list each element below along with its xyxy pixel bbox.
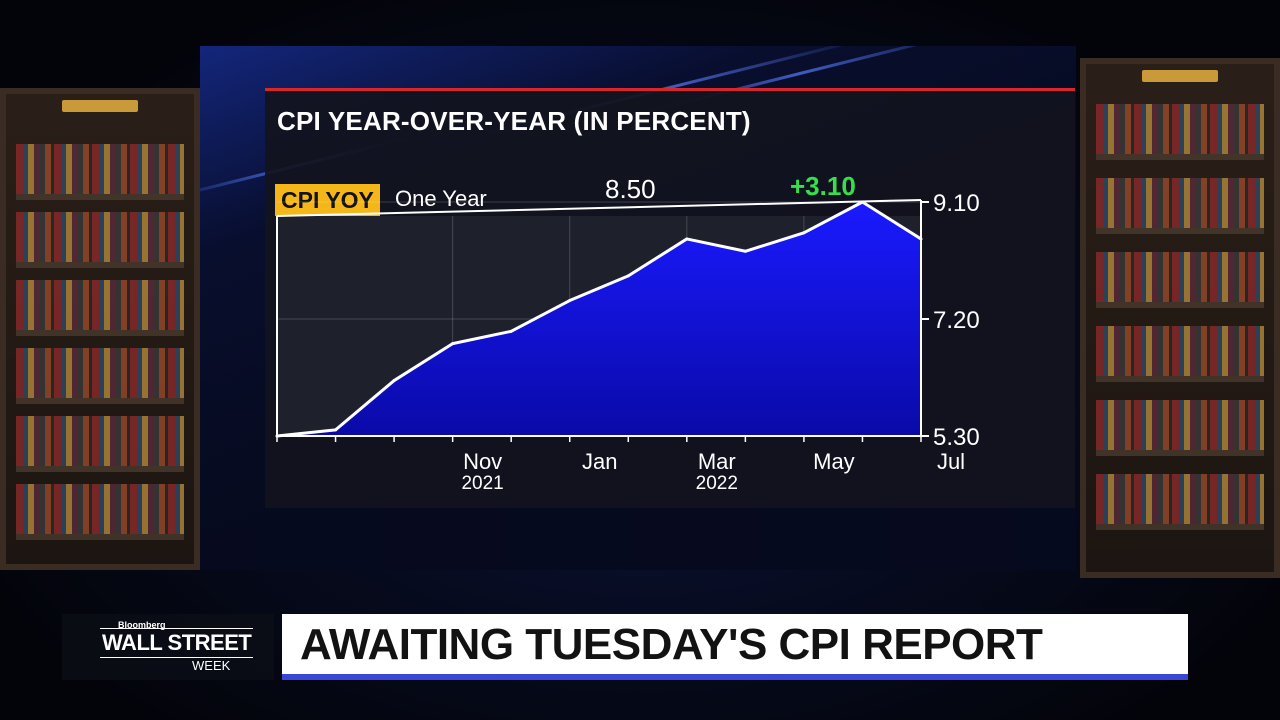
- left-bookshelf: [0, 88, 200, 570]
- data-point: [509, 329, 513, 333]
- show-logo: Bloomberg WALL STREET WEEK: [62, 614, 274, 680]
- show-sub: WEEK: [192, 658, 231, 673]
- x-tick-label: Nov: [463, 449, 502, 474]
- panel-accent-line: [265, 88, 1075, 91]
- book-row: [1096, 252, 1264, 308]
- data-point: [334, 428, 338, 432]
- data-point: [802, 231, 806, 235]
- x-tick-year-label: 2022: [696, 473, 738, 494]
- data-point: [743, 249, 747, 253]
- x-tick-label: Jan: [582, 449, 617, 474]
- book-row: [1096, 474, 1264, 530]
- shelf-plaque: [1142, 70, 1218, 82]
- x-tick-label: Mar: [698, 449, 736, 474]
- period-label: One Year: [395, 186, 487, 211]
- cpi-line: [276, 200, 922, 438]
- y-tick-label: 9.10: [933, 190, 980, 217]
- data-point: [392, 379, 396, 383]
- change-value: +3.10: [790, 171, 856, 201]
- data-point: [451, 342, 455, 346]
- x-tick-year-label: 2021: [461, 473, 503, 494]
- y-tick-label: 5.30: [933, 424, 980, 451]
- data-point: [568, 299, 572, 303]
- x-tick-label: Jul: [937, 449, 965, 474]
- current-value: 8.50: [605, 174, 656, 204]
- cpi-area: [277, 202, 921, 436]
- book-row: [1096, 104, 1264, 160]
- top-border: [276, 199, 922, 217]
- data-point: [626, 274, 630, 278]
- shelf-plaque: [62, 100, 138, 112]
- book-row: [16, 348, 184, 404]
- book-row: [1096, 400, 1264, 456]
- book-row: [16, 484, 184, 540]
- headline-text: AWAITING TUESDAY'S CPI REPORT: [300, 620, 1043, 669]
- data-point: [685, 237, 689, 241]
- book-row: [16, 212, 184, 268]
- book-row: [16, 416, 184, 472]
- headline-bar: AWAITING TUESDAY'S CPI REPORT: [282, 614, 1188, 680]
- ticker-badge: CPI YOY: [275, 184, 380, 216]
- book-row: [1096, 178, 1264, 234]
- book-row: [16, 280, 184, 336]
- y-tick-label: 7.20: [933, 307, 980, 334]
- show-name: WALL STREET: [100, 628, 254, 658]
- brand-name: Bloomberg: [118, 620, 166, 630]
- book-row: [16, 144, 184, 200]
- book-row: [1096, 326, 1264, 382]
- chart-title: CPI YEAR-OVER-YEAR (IN PERCENT): [277, 106, 751, 136]
- x-tick-label: May: [813, 449, 855, 474]
- right-bookshelf: [1080, 58, 1280, 578]
